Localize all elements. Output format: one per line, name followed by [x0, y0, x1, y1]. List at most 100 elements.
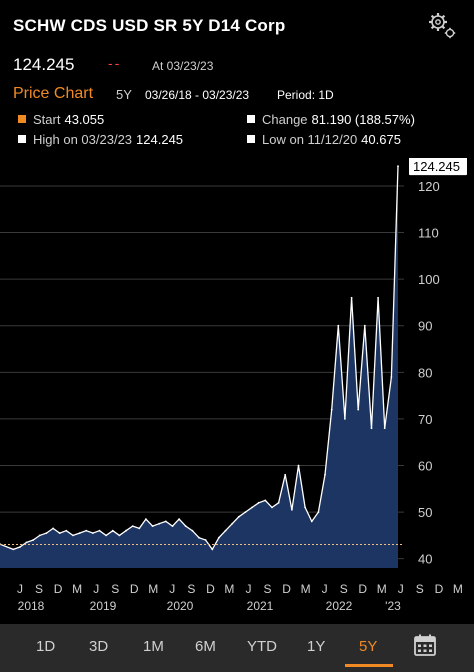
y-tick-label: 110 [418, 226, 439, 241]
data-point [12, 548, 15, 551]
data-point [251, 506, 254, 509]
tab-5y[interactable]: 5Y [359, 638, 378, 655]
data-point [125, 529, 127, 532]
price-area [0, 166, 398, 568]
data-point [390, 376, 393, 378]
x-month-label: J [246, 582, 252, 596]
data-point [383, 427, 386, 430]
stat-low-label: Low on 11/12/20 [262, 132, 358, 147]
chart-period: Period: 1D [277, 88, 334, 102]
stat-start: Start 43.055 [18, 112, 104, 127]
tab-1d[interactable]: 1D [36, 638, 56, 655]
stat-low-value: 40.675 [361, 132, 401, 147]
price-line [0, 166, 399, 551]
y-tick-label: 60 [418, 459, 432, 474]
data-point [291, 508, 293, 511]
stat-change-value: 81.190 (188.57%) [311, 112, 415, 127]
chart-range: 5Y [116, 87, 132, 102]
security-title: SCHW CDS USD SR 5Y D14 Corp [13, 16, 286, 35]
y-tick-label: 70 [418, 412, 432, 427]
x-month-label: D [358, 582, 367, 596]
data-point [204, 539, 207, 541]
data-point [304, 506, 306, 509]
last-value-box [409, 158, 467, 176]
data-point [38, 534, 41, 537]
data-point [65, 529, 68, 532]
data-point [118, 534, 121, 537]
data-point [330, 408, 333, 411]
y-tick-label: 90 [418, 319, 432, 334]
x-month-label: M [453, 582, 463, 596]
data-point [244, 511, 247, 513]
data-point [45, 532, 48, 534]
x-month-label: J [322, 582, 328, 596]
tab-3d[interactable]: 3D [89, 638, 109, 655]
data-point [145, 518, 147, 520]
price-chart-title: Price Chart [13, 85, 94, 102]
data-point [72, 534, 74, 537]
data-point [284, 473, 287, 476]
data-point [277, 501, 280, 504]
data-point [138, 527, 141, 530]
data-point [264, 499, 267, 502]
data-point [158, 522, 161, 525]
tab-6m[interactable]: 6M [195, 638, 216, 655]
y-tick-label: 120 [418, 179, 440, 194]
x-month-label: J [169, 582, 175, 596]
data-point [178, 518, 181, 520]
data-point [237, 515, 240, 518]
x-month-label: J [93, 582, 99, 596]
y-tick-label: 50 [418, 505, 432, 520]
tab-1m[interactable]: 1M [143, 638, 164, 655]
net-change: -- [108, 55, 122, 71]
data-point [98, 529, 101, 532]
x-year-label: 2019 [90, 599, 117, 613]
data-point [191, 529, 194, 532]
x-month-label: M [377, 582, 387, 596]
data-point [211, 548, 214, 551]
stat-change: Change 81.190 (188.57%) [247, 112, 415, 127]
low-marker-icon [247, 135, 255, 143]
data-point [151, 525, 154, 527]
y-tick-label: 40 [418, 552, 432, 567]
x-month-label: S [35, 582, 43, 596]
calendar-icon[interactable] [413, 633, 437, 657]
stat-low: Low on 11/12/20 40.675 [247, 132, 401, 147]
x-month-label: D [435, 582, 444, 596]
data-point [363, 324, 366, 327]
active-tab-indicator [345, 664, 393, 667]
stat-high-value: 124.245 [136, 132, 184, 147]
x-year-label: 2020 [167, 599, 194, 613]
start-marker-icon [18, 115, 26, 123]
x-year-label: 2021 [247, 599, 274, 613]
x-month-label: D [206, 582, 215, 596]
high-marker-icon [18, 135, 26, 143]
data-point [370, 427, 373, 430]
x-month-label: S [111, 582, 119, 596]
tab-1y[interactable]: 1Y [307, 638, 326, 655]
data-point [224, 529, 227, 532]
data-point [317, 511, 320, 513]
x-year-label: 2022 [326, 599, 353, 613]
data-point [198, 536, 200, 539]
data-point [52, 527, 54, 530]
data-point [218, 536, 220, 539]
settings-gear-icon[interactable] [426, 10, 458, 42]
data-point [231, 522, 234, 525]
stat-start-value: 43.055 [64, 112, 105, 127]
tab-ytd[interactable]: YTD [247, 638, 277, 655]
data-point [324, 473, 326, 476]
x-month-label: D [130, 582, 139, 596]
data-point [350, 296, 353, 299]
chart-date-range: 03/26/18 - 03/23/23 [145, 88, 250, 102]
x-month-label: M [301, 582, 311, 596]
data-point [25, 541, 28, 544]
data-point [58, 532, 61, 534]
data-point [92, 532, 94, 534]
data-point [171, 525, 174, 527]
data-point [397, 165, 399, 168]
range-tab-bar: 1D 3D 1M 6M YTD 1Y 5Y [0, 624, 474, 672]
last-price: 124.245 [13, 55, 75, 74]
data-point [377, 296, 379, 299]
